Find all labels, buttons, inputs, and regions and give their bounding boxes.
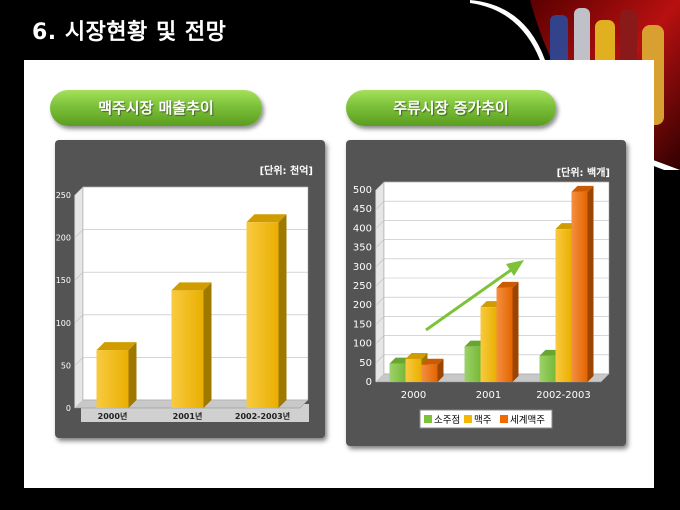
liquor-chart-panel: 0 50 100 150 200 250 300 350 400 450 500 2000 2001 20… [346, 140, 626, 446]
legend-swatch-소주점 [424, 415, 432, 423]
y-tick-label: 450 [353, 204, 372, 215]
y-tick-label: 150 [353, 319, 372, 330]
bar-맥주-2000 [405, 352, 428, 382]
bar-value-2001년 [171, 282, 212, 408]
x-tick-label: 2002-2003 [536, 390, 591, 401]
y-tick-label: 250 [353, 281, 372, 292]
bar-top [171, 282, 212, 291]
y-tick-label: 250 [56, 191, 71, 200]
y-tick-label: 400 [353, 223, 372, 234]
grid-line [375, 181, 609, 191]
legend-swatch-세계맥주 [500, 415, 508, 423]
grid-line [74, 229, 308, 238]
grid-line [375, 200, 609, 210]
bar-side [437, 358, 444, 382]
grid-line [74, 399, 308, 409]
bar-front [464, 346, 481, 382]
growth-annotation: 연간 평균 50% 매출증가 [398, 223, 503, 235]
bar-top [421, 358, 444, 365]
bar-세계맥주-2002-2003 [571, 185, 594, 382]
x-tick-label: 2001 [476, 390, 501, 401]
legend-box [419, 409, 553, 429]
grid-line [375, 220, 609, 229]
bar-front [421, 364, 438, 382]
legend-label-세계맥주: 세계맥주 [510, 414, 545, 426]
x-tick-label: 2002-2003년 [235, 411, 290, 421]
grid-line [74, 186, 308, 196]
category-strip [81, 404, 309, 422]
grid-line [375, 316, 609, 325]
y-tick-label: 200 [353, 300, 372, 311]
grid-line [74, 314, 308, 324]
bar-front [96, 350, 129, 408]
beer-market-label: 맥주시장 매출추이 [50, 90, 262, 126]
y-tick-label: 50 [61, 361, 71, 370]
bar-top [405, 352, 428, 359]
bar-front [246, 222, 279, 408]
grid-line [74, 357, 308, 366]
liquor-market-label: 주류시장 증가추이 [346, 90, 556, 126]
bar-front [405, 358, 422, 382]
bar-top [496, 281, 519, 288]
grid-line [375, 239, 609, 248]
grid-line [375, 296, 609, 306]
grid-line [375, 258, 609, 268]
grid-line [375, 373, 609, 383]
liquor-growth-chart: 0 50 100 150 200 250 300 350 400 450 500 2000 2001 20… [353, 166, 610, 429]
grid-line [375, 335, 609, 344]
grid-line [74, 271, 308, 281]
y-tick-label: 0 [366, 377, 372, 388]
bar-front [480, 307, 497, 382]
bar-side [278, 214, 287, 408]
bar-front [389, 363, 406, 382]
bar-side [128, 342, 137, 408]
y-tick-label: 50 [359, 358, 372, 369]
bar-front [171, 290, 204, 408]
bar-세계맥주-2000 [421, 358, 444, 382]
y-tick-label: 0 [66, 404, 71, 413]
bar-세계맥주-2001 [496, 281, 519, 382]
unit-label: [단위: 천억] [260, 164, 313, 177]
bar-value-2002-2003년 [246, 214, 287, 408]
bar-top [96, 342, 137, 351]
bar-front [571, 191, 588, 382]
beer-chart-panel: 0 50 100 150 200 250 2000년 2001년 2002-2003년 [단위: … [55, 140, 325, 438]
unit-label: [단위: 백개] [557, 166, 610, 179]
bar-value-2000년 [96, 342, 137, 408]
bar-top [246, 214, 287, 223]
slide-title: 6. 시장현황 및 전망 [32, 20, 227, 45]
y-tick-label: 500 [353, 185, 372, 196]
bar-side [512, 281, 519, 382]
y-tick-label: 200 [56, 234, 71, 243]
y-tick-label: 100 [353, 339, 372, 350]
x-tick-label: 2000년 [98, 411, 128, 421]
growth-arrow-head [506, 260, 524, 276]
x-tick-label: 2001년 [173, 411, 203, 421]
y-tick-label: 350 [353, 243, 372, 254]
bar-front [539, 355, 556, 382]
y-tick-label: 100 [56, 319, 71, 328]
beer-sales-chart: 0 50 100 150 200 250 2000년 2001년 2002-2003년 [단위: … [56, 164, 313, 422]
legend-label-맥주: 맥주 [474, 415, 492, 426]
growth-arrow-line [425, 268, 512, 332]
legend-swatch-맥주 [464, 415, 472, 423]
bar-front [555, 229, 572, 382]
y-tick-label: 150 [56, 276, 71, 285]
grid-line [375, 354, 609, 364]
bar-top [571, 185, 594, 192]
legend-label-소주점: 소주점 [434, 414, 460, 426]
bar-front [496, 287, 513, 382]
x-tick-label: 2000 [401, 390, 426, 401]
y-tick-label: 300 [353, 262, 372, 273]
legend: 소주점 맥주 세계맥주 [419, 409, 553, 429]
bar-side [203, 282, 212, 408]
side-wall [74, 186, 84, 409]
bar-side [587, 185, 594, 382]
grid-line [375, 277, 609, 287]
